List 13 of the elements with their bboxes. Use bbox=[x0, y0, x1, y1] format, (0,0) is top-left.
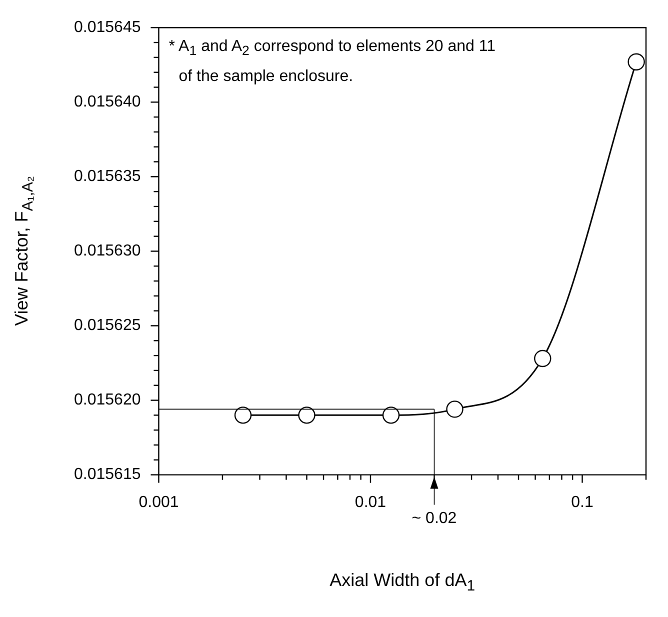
y-tick-label: 0.015645 bbox=[74, 19, 141, 36]
y-tick-label: 0.015625 bbox=[74, 317, 141, 334]
y-tick-label: 0.015615 bbox=[74, 466, 141, 484]
x-axis-title: Axial Width of dA$_{1}$ bbox=[330, 570, 476, 595]
y-tick-label: 0.015640 bbox=[74, 94, 141, 111]
x-tick-label: 0.1 bbox=[571, 494, 594, 511]
ref-line-label: ~ 0.02 bbox=[412, 510, 457, 528]
x-tick-label: 0.001 bbox=[138, 494, 179, 511]
y-tick-label: 0.015635 bbox=[74, 168, 141, 186]
annotation: * A$_{1}$ and A$_{2}$ correspond to elements 20 and 11 of the sample enclosure. bbox=[168, 36, 497, 87]
y-tick-label: 0.015620 bbox=[74, 392, 141, 409]
y-tick-label: 0.015630 bbox=[74, 242, 141, 260]
x-tick-label: 0.01 bbox=[354, 494, 386, 511]
